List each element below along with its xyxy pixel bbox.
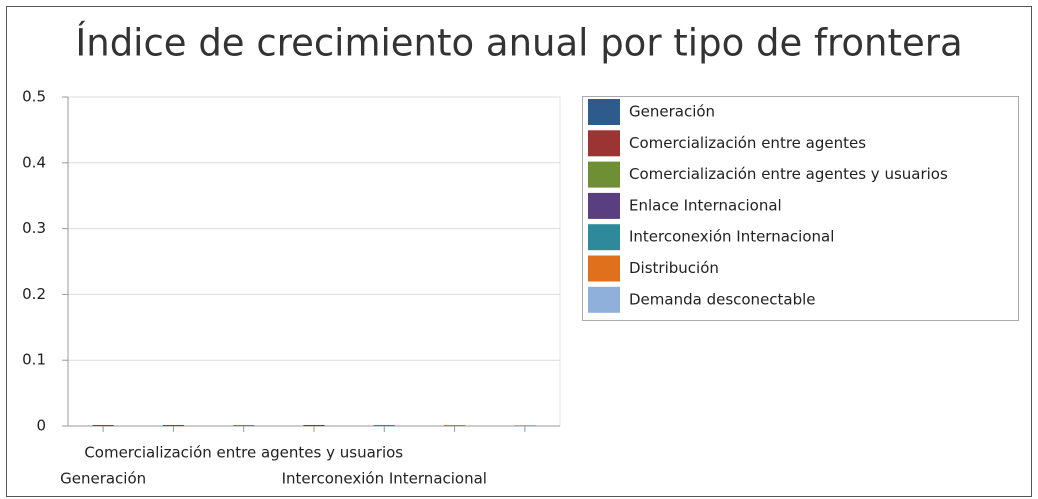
legend-swatch <box>588 99 620 125</box>
x-tick-label: Comercialización entre agentes y usuario… <box>84 444 403 462</box>
bar <box>233 425 255 426</box>
legend-label: Enlace Internacional <box>629 196 782 214</box>
x-tick-label: Interconexión Internacional <box>282 470 487 488</box>
bar <box>92 425 114 426</box>
legend-swatch <box>588 224 620 251</box>
legend-label: Comercialización entre agentes y usuario… <box>629 165 948 183</box>
y-tick-label: 0.2 <box>22 285 46 303</box>
chart-title: Índice de crecimiento anual por tipo de … <box>75 21 962 65</box>
legend-label: Distribución <box>629 259 719 277</box>
legend-swatch <box>588 161 620 188</box>
bar <box>303 425 325 426</box>
legend-swatch <box>588 286 620 313</box>
y-tick-label: 0 <box>36 417 46 435</box>
y-tick-label: 0.5 <box>22 88 46 106</box>
legend-swatch <box>588 130 620 157</box>
bar <box>373 425 395 426</box>
legend-swatch <box>588 192 620 219</box>
legend <box>582 96 1019 321</box>
bar <box>444 425 466 426</box>
y-tick-label: 0.4 <box>22 153 46 171</box>
y-tick-label: 0.1 <box>22 351 46 369</box>
x-tick-label: Generación <box>60 470 146 488</box>
bar <box>162 425 184 426</box>
legend-swatch <box>588 255 620 282</box>
y-tick-label: 0.3 <box>22 219 46 237</box>
legend-label: Comercialización entre agentes <box>629 134 866 152</box>
bar <box>514 425 536 426</box>
legend-label: Generación <box>629 103 715 121</box>
legend-label: Interconexión Internacional <box>629 228 834 246</box>
legend-label: Demanda desconectable <box>629 290 816 308</box>
